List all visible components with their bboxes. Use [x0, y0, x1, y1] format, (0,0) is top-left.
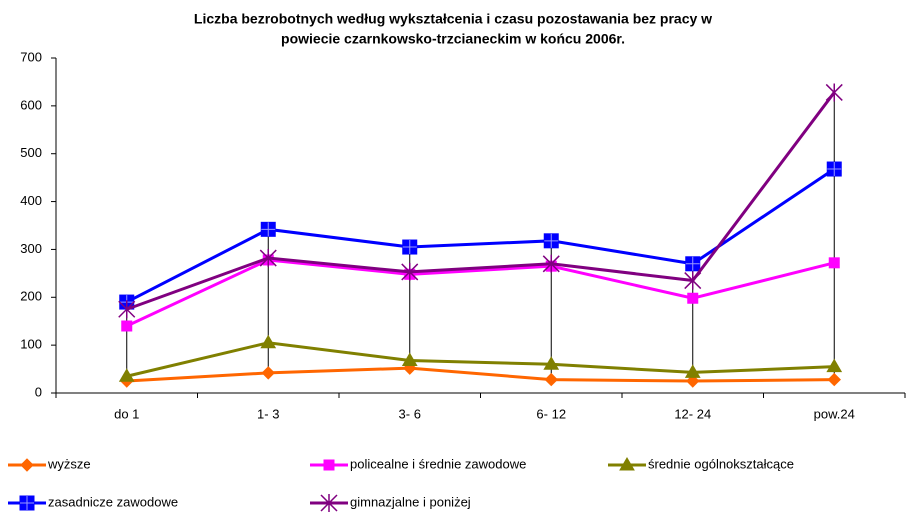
data-point — [260, 334, 277, 349]
data-point — [118, 368, 135, 382]
legend-label: zasadnicze zawodowe — [48, 494, 178, 509]
data-point — [684, 364, 701, 378]
marker-shape — [259, 249, 277, 268]
data-point — [543, 233, 559, 249]
y-tick-label: 100 — [20, 337, 42, 352]
data-point — [825, 83, 843, 102]
marker-shape — [118, 368, 135, 382]
marker-shape — [685, 256, 700, 271]
y-tick-label: 500 — [20, 145, 42, 160]
x-tick-label: 1- 3 — [257, 406, 279, 421]
chart-title: Liczba bezrobotnych według wykształcenia… — [194, 11, 712, 27]
marker-shape — [260, 334, 277, 349]
legend-marker — [20, 458, 34, 472]
marker-shape — [121, 320, 133, 332]
series-line — [126, 258, 835, 328]
marker-shape — [401, 262, 419, 281]
data-point — [686, 374, 700, 388]
data-point — [826, 358, 843, 373]
data-point — [826, 161, 842, 177]
series-line — [126, 366, 835, 383]
series-line — [126, 341, 835, 378]
legend-label: policealne i średnie zawodowe — [350, 456, 526, 471]
data-point — [827, 372, 841, 387]
data-point — [684, 271, 702, 290]
data-point — [543, 356, 560, 370]
data-point — [685, 256, 701, 272]
marker-shape — [828, 257, 840, 269]
data-point — [687, 292, 699, 304]
marker-shape — [827, 162, 842, 177]
data-point — [259, 249, 277, 268]
data-point — [544, 372, 558, 387]
data-point — [401, 352, 418, 366]
marker-shape — [402, 240, 417, 255]
marker-shape — [827, 372, 841, 387]
y-tick-label: 200 — [20, 289, 42, 304]
marker-shape — [261, 222, 276, 237]
marker-shape — [20, 458, 34, 472]
legend-label: średnie ogólnokształcące — [648, 456, 794, 471]
x-tick-label: do 1 — [114, 406, 139, 421]
legend-marker — [19, 495, 35, 511]
legend-marker — [619, 457, 635, 471]
y-tick-label: 700 — [20, 49, 42, 64]
marker-shape — [544, 372, 558, 387]
marker-shape — [825, 83, 843, 102]
y-tick-label: 0 — [35, 384, 42, 399]
marker-shape — [544, 233, 559, 248]
chart-title: powiecie czarnkowsko-trzcianeckim w końc… — [281, 31, 625, 47]
data-point — [121, 320, 133, 332]
legend-label: gimnazjalne i poniżej — [350, 494, 471, 509]
x-tick-label: pow.24 — [814, 406, 855, 421]
marker-shape — [542, 254, 560, 273]
marker-shape — [684, 364, 701, 378]
data-point — [401, 262, 419, 281]
y-tick-label: 300 — [20, 241, 42, 256]
marker-shape — [543, 356, 560, 370]
data-point — [118, 300, 136, 319]
legend-marker — [320, 494, 338, 512]
y-tick-label: 600 — [20, 97, 42, 112]
x-tick-label: 6- 12 — [536, 406, 566, 421]
marker-shape — [826, 358, 843, 373]
marker-shape — [684, 271, 702, 290]
data-point — [402, 239, 418, 255]
x-tick-label: 12- 24 — [674, 406, 711, 421]
marker-shape — [687, 292, 699, 304]
x-tick-label: 3- 6 — [399, 406, 421, 421]
y-tick-label: 400 — [20, 193, 42, 208]
marker-shape — [320, 494, 338, 512]
marker-shape — [261, 366, 275, 380]
marker-shape — [323, 459, 335, 471]
data-point — [261, 366, 275, 380]
legend-label: wyższe — [47, 456, 91, 471]
data-point — [828, 257, 840, 269]
marker-shape — [619, 457, 635, 471]
series-line — [126, 91, 836, 311]
data-point — [260, 221, 276, 237]
legend-marker — [323, 459, 335, 471]
marker-shape — [118, 300, 136, 319]
data-point — [542, 254, 560, 273]
marker-shape — [686, 374, 700, 388]
marker-shape — [20, 496, 34, 510]
marker-shape — [401, 352, 418, 366]
